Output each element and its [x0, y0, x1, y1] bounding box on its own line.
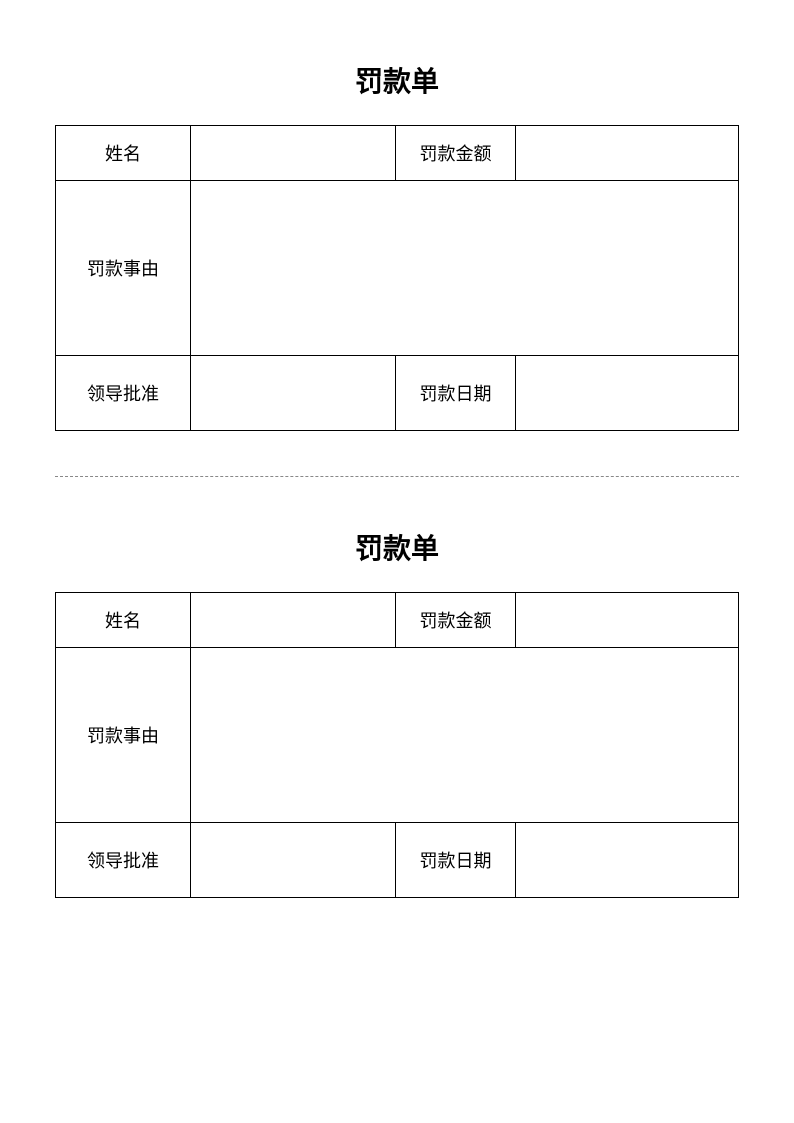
approval-label: 领导批准	[56, 823, 191, 898]
table-row: 姓名 罚款金额	[56, 126, 739, 181]
reason-label: 罚款事由	[56, 181, 191, 356]
reason-value	[191, 181, 739, 356]
date-value	[516, 356, 739, 431]
name-value	[191, 593, 396, 648]
amount-label: 罚款金额	[396, 593, 516, 648]
amount-label: 罚款金额	[396, 126, 516, 181]
form-section-1: 罚款单 姓名 罚款金额 罚款事由 领导批准 罚款日期	[55, 60, 739, 431]
reason-value	[191, 648, 739, 823]
form-table-2: 姓名 罚款金额 罚款事由 领导批准 罚款日期	[55, 592, 739, 898]
approval-value	[191, 356, 396, 431]
form-table-1: 姓名 罚款金额 罚款事由 领导批准 罚款日期	[55, 125, 739, 431]
form-section-2: 罚款单 姓名 罚款金额 罚款事由 领导批准 罚款日期	[55, 527, 739, 898]
form-title-1: 罚款单	[55, 60, 739, 100]
form-title-2: 罚款单	[55, 527, 739, 567]
name-value	[191, 126, 396, 181]
amount-value	[516, 126, 739, 181]
section-divider	[55, 476, 739, 477]
table-row: 罚款事由	[56, 648, 739, 823]
approval-label: 领导批准	[56, 356, 191, 431]
name-label: 姓名	[56, 126, 191, 181]
date-value	[516, 823, 739, 898]
approval-value	[191, 823, 396, 898]
table-row: 领导批准 罚款日期	[56, 823, 739, 898]
date-label: 罚款日期	[396, 823, 516, 898]
reason-label: 罚款事由	[56, 648, 191, 823]
table-row: 姓名 罚款金额	[56, 593, 739, 648]
date-label: 罚款日期	[396, 356, 516, 431]
table-row: 罚款事由	[56, 181, 739, 356]
amount-value	[516, 593, 739, 648]
table-row: 领导批准 罚款日期	[56, 356, 739, 431]
name-label: 姓名	[56, 593, 191, 648]
